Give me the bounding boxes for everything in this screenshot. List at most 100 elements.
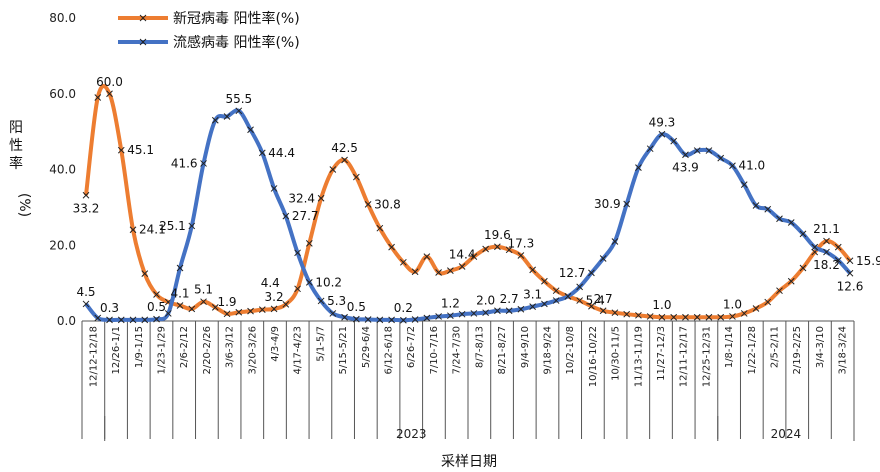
data-label: 1.2 [441, 297, 460, 311]
marker-stroke [153, 315, 160, 323]
data-point-marker [729, 313, 736, 320]
x-tick-label: 12/26-1/1 [111, 326, 122, 375]
marker-stroke [494, 243, 501, 251]
x-tick-label: 2/20-2/26 [202, 326, 213, 375]
marker-stroke [305, 240, 313, 247]
data-labels: 33.2 60.0 45.1 24.1 4.1 5.1 1.9 3.2 32.4 42.5 30.8… [73, 75, 880, 315]
data-point-marker [164, 310, 172, 317]
data-point-marker [211, 304, 219, 311]
data-point-marker [94, 314, 102, 322]
data-point-marker [494, 243, 501, 251]
marker-stroke [305, 279, 313, 286]
marker-stroke [623, 310, 631, 318]
marker-stroke [176, 264, 184, 272]
data-label: 18.2 [813, 258, 840, 272]
data-point-marker [740, 181, 748, 189]
data-point-marker [776, 215, 783, 223]
x-tick-label: 1/8-1/14 [724, 326, 735, 368]
data-point-marker [188, 222, 196, 230]
marker-stroke [164, 298, 172, 306]
data-point-marker [623, 310, 631, 318]
marker-stroke [552, 297, 560, 304]
marker-stroke [141, 270, 149, 278]
marker-stroke [846, 269, 854, 277]
data-point-marker [682, 313, 689, 321]
data-point-marker [517, 305, 525, 313]
marker-stroke [658, 313, 666, 321]
data-label: 3.2 [265, 290, 284, 304]
data-label: 25.1 [159, 219, 186, 233]
marker-stroke [752, 305, 760, 312]
marker-stroke [494, 307, 501, 315]
marker-stroke [411, 316, 419, 323]
data-point-marker [623, 200, 631, 208]
data-point-marker [176, 302, 184, 309]
marker-stroke [211, 304, 219, 311]
data-point-marker [693, 147, 701, 154]
data-point-marker [494, 307, 501, 315]
marker-stroke [258, 306, 266, 313]
data-label: 30.9 [594, 197, 621, 211]
x-tick-label: 10/30-11/5 [611, 326, 622, 381]
data-point-marker [282, 212, 290, 220]
data-point-marker [611, 309, 619, 317]
data-point-marker [682, 151, 689, 159]
marker-stroke [658, 130, 666, 138]
marker-stroke [505, 246, 513, 254]
x-tick-label: 4/3-4/9 [270, 326, 281, 362]
data-point-marker [411, 268, 419, 276]
data-point-marker [317, 297, 325, 305]
data-point-marker [764, 298, 772, 306]
legend-item: 流感病毒 阳性率(%) [118, 34, 300, 51]
marker-stroke [117, 146, 125, 154]
data-point-marker [247, 307, 254, 315]
data-point-marker [435, 313, 442, 320]
marker-stroke [705, 147, 713, 154]
data-point-marker [153, 315, 160, 323]
data-label: 45.1 [127, 143, 154, 157]
data-point-marker [235, 107, 243, 115]
x-tick-label: 1/22-1/28 [747, 326, 758, 375]
marker-stroke [329, 166, 337, 173]
legend-marker [139, 38, 147, 46]
data-label: 17.3 [508, 236, 535, 250]
data-point-marker [329, 310, 337, 317]
data-label: 4.5 [76, 285, 95, 299]
marker-stroke [200, 160, 207, 167]
data-point-marker [352, 173, 360, 181]
x-tick-label: 8/21-8/27 [497, 326, 508, 375]
x-tick-label: 2/19-2/25 [792, 326, 803, 375]
data-point-marker [752, 305, 760, 312]
data-point-marker [317, 194, 325, 202]
marker-stroke [505, 307, 513, 315]
marker-stroke [376, 224, 384, 232]
data-point-marker [447, 267, 454, 274]
data-point-marker [400, 258, 407, 266]
data-point-marker [235, 308, 243, 316]
data-point-marker [846, 257, 854, 265]
marker-stroke [482, 309, 489, 317]
data-point-marker [129, 226, 137, 234]
marker-stroke [388, 243, 395, 251]
marker-stroke [740, 181, 748, 189]
data-point-marker [364, 200, 372, 208]
marker-stroke [717, 154, 725, 162]
data-label: 5.4 [586, 294, 605, 308]
data-point-marker [552, 287, 560, 295]
x-tick-label: 3/6-3/12 [225, 326, 236, 368]
marker-stroke [223, 113, 231, 120]
marker-stroke [470, 253, 478, 260]
marker-stroke [129, 226, 137, 234]
data-label: 44.4 [268, 146, 295, 160]
data-point-marker [670, 137, 678, 145]
marker-stroke [82, 191, 90, 199]
marker-stroke [164, 310, 172, 317]
x-tick-label: 7/10-7/16 [429, 326, 440, 375]
data-label: 5.3 [327, 294, 346, 308]
data-point-marker [658, 313, 666, 321]
marker-stroke [729, 313, 736, 320]
marker-stroke [693, 147, 701, 154]
marker-stroke [787, 277, 795, 285]
x-tick-label: 3/18-3/24 [838, 326, 849, 375]
